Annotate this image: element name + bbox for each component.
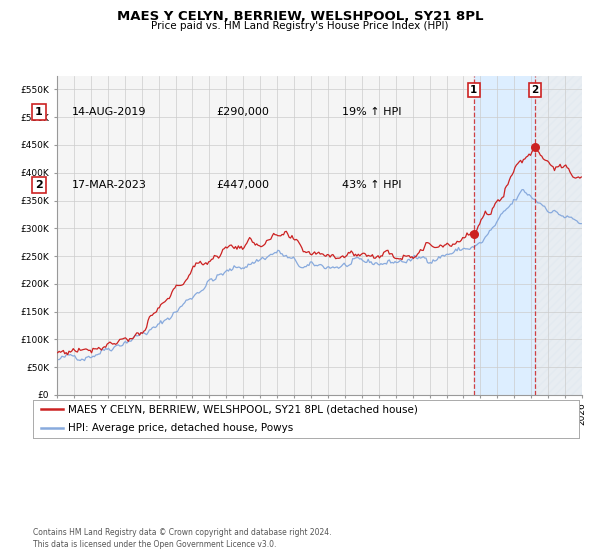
Bar (535, 76, 582, 395)
Text: 14-AUG-2019: 14-AUG-2019 (72, 107, 146, 117)
Text: £290,000: £290,000 (216, 107, 269, 117)
Text: £447,000: £447,000 (216, 180, 269, 190)
Text: 17-MAR-2023: 17-MAR-2023 (72, 180, 147, 190)
Text: 1: 1 (470, 85, 478, 95)
Text: Price paid vs. HM Land Registry's House Price Index (HPI): Price paid vs. HM Land Registry's House … (151, 21, 449, 31)
Text: 2: 2 (531, 85, 538, 95)
Text: This data is licensed under the Open Government Licence v3.0.: This data is licensed under the Open Gov… (33, 540, 277, 549)
Text: 2: 2 (35, 180, 43, 190)
Point (469, 230, 479, 239)
Text: HPI: Average price, detached house, Powys: HPI: Average price, detached house, Powy… (68, 423, 294, 433)
Text: MAES Y CELYN, BERRIEW, WELSHPOOL, SY21 8PL: MAES Y CELYN, BERRIEW, WELSHPOOL, SY21 8… (117, 10, 483, 23)
Text: MAES Y CELYN, BERRIEW, WELSHPOOL, SY21 8PL (detached house): MAES Y CELYN, BERRIEW, WELSHPOOL, SY21 8… (68, 404, 418, 414)
Bar (474, 76, 535, 395)
Text: Contains HM Land Registry data © Crown copyright and database right 2024.: Contains HM Land Registry data © Crown c… (33, 528, 331, 536)
Point (530, 142, 539, 151)
Text: 19% ↑ HPI: 19% ↑ HPI (342, 107, 401, 117)
Text: 43% ↑ HPI: 43% ↑ HPI (342, 180, 401, 190)
Text: 1: 1 (35, 107, 43, 117)
